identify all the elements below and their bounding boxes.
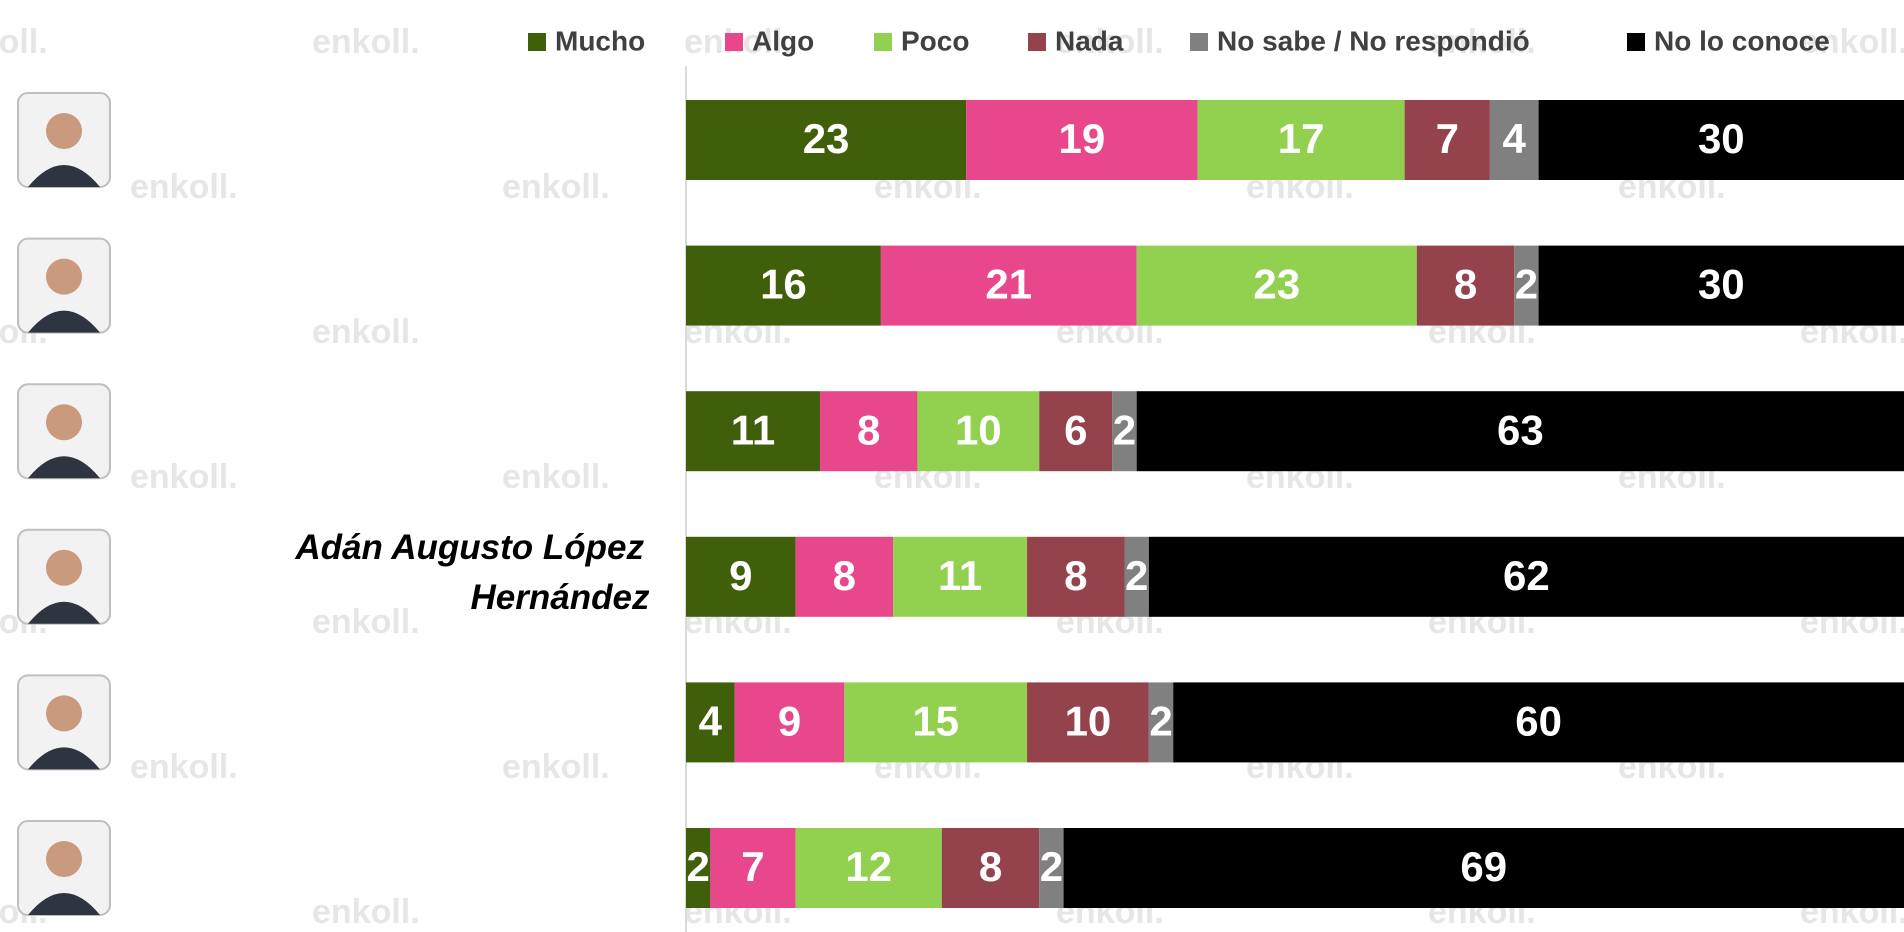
legend-swatch <box>1627 33 1645 51</box>
value-label: 8 <box>857 406 880 453</box>
chart: enkoll. enkoll. enkoll. enkoll. enkoll. enkol… <box>0 0 1904 932</box>
value-label: 19 <box>1058 115 1105 162</box>
watermark: enkoll. <box>0 23 48 61</box>
value-label: 30 <box>1698 261 1745 308</box>
value-label: 9 <box>778 697 801 744</box>
photo-head <box>46 404 82 440</box>
value-label: 4 <box>699 697 723 744</box>
watermark: enkoll. <box>502 748 610 786</box>
watermark: enkoll. <box>312 893 420 931</box>
value-label: 8 <box>979 843 1002 890</box>
watermark: enkoll. <box>130 458 238 496</box>
legend-swatch <box>874 33 892 51</box>
value-label: 10 <box>955 406 1002 453</box>
photo-head <box>46 550 82 586</box>
value-label: 16 <box>760 261 807 308</box>
value-label: 8 <box>833 552 856 599</box>
legend-label: Algo <box>752 25 814 56</box>
value-label: 2 <box>1113 406 1136 453</box>
photo-head <box>46 259 82 295</box>
watermark: enkoll. <box>502 168 610 206</box>
legend-label: Nada <box>1055 25 1124 56</box>
value-label: 8 <box>1454 261 1477 308</box>
value-label: 62 <box>1503 552 1550 599</box>
legend-swatch <box>1028 33 1046 51</box>
legend-label: Poco <box>901 25 969 56</box>
value-label: 23 <box>803 115 850 162</box>
photos <box>18 93 110 915</box>
value-label: 6 <box>1064 406 1087 453</box>
legend-label: No lo conoce <box>1654 25 1830 56</box>
value-label: 15 <box>912 697 959 744</box>
value-label: 60 <box>1515 697 1562 744</box>
watermark: enkoll. <box>130 748 238 786</box>
value-label: 8 <box>1064 552 1087 599</box>
value-label: 2 <box>1125 552 1148 599</box>
value-label: 2 <box>1149 697 1172 744</box>
value-label: 7 <box>1436 115 1459 162</box>
legend-label: Mucho <box>555 25 645 56</box>
watermark: enkoll. <box>312 603 420 641</box>
value-label: 7 <box>741 843 764 890</box>
value-label: 2 <box>1515 261 1538 308</box>
value-label: 21 <box>985 261 1032 308</box>
legend-swatch <box>725 33 743 51</box>
photo-head <box>46 113 82 149</box>
value-label: 17 <box>1278 115 1325 162</box>
value-label: 2 <box>1040 843 1063 890</box>
value-label: 69 <box>1460 843 1507 890</box>
legend-label: No sabe / No respondió <box>1217 25 1530 56</box>
value-label: 9 <box>729 552 752 599</box>
value-label: 23 <box>1253 261 1300 308</box>
value-label: 4 <box>1503 115 1527 162</box>
watermark: enkoll. <box>312 313 420 351</box>
watermark: enkoll. <box>502 458 610 496</box>
watermark: enkoll. <box>130 168 238 206</box>
value-label: 12 <box>845 843 892 890</box>
value-label: 2 <box>687 843 710 890</box>
value-label: 30 <box>1698 115 1745 162</box>
legend-swatch <box>528 33 546 51</box>
value-label: 11 <box>731 406 775 453</box>
value-label: 10 <box>1065 697 1112 744</box>
watermark: enkoll. <box>312 23 420 61</box>
photo-head <box>46 841 82 877</box>
photo-head <box>46 695 82 731</box>
legend-swatch <box>1190 33 1208 51</box>
value-label: 63 <box>1497 406 1544 453</box>
value-label: 11 <box>938 552 982 599</box>
